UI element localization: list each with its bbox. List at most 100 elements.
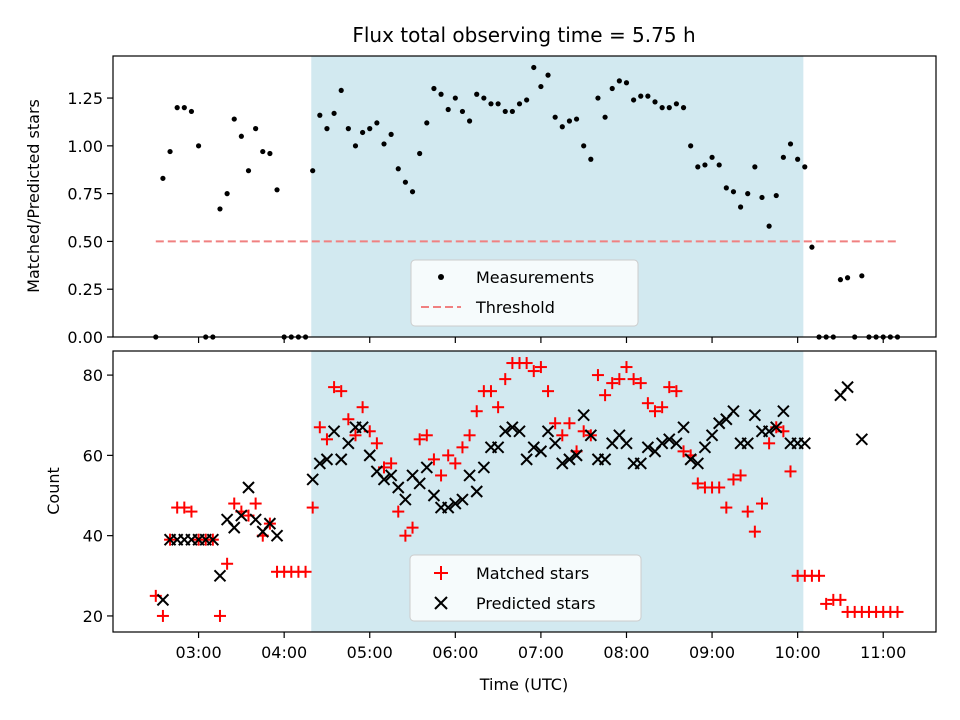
matched-star-point [306,501,319,514]
measurement-point [317,112,323,118]
legend-matched-label: Matched stars [476,564,589,583]
x-tick-label: 09:00 [689,643,735,662]
predicted-star-point [441,501,455,514]
top-y-tick-label: 0.75 [67,185,103,204]
predicted-star-point [727,405,740,418]
matched-star-point [713,481,726,494]
matched-star-point [606,377,619,390]
predicted-star-point [762,425,776,438]
x-axis-label: Time (UTC) [479,675,568,694]
predicted-star-point [712,417,726,430]
matched-star-point [449,457,462,470]
measurement-point [267,150,273,157]
predicted-star-point [655,437,669,450]
matched-star-point [406,521,419,534]
predicted-star-point [634,457,647,470]
measurement-point [459,108,466,115]
matched-star-point [613,373,626,386]
predicted-star-point [691,457,705,470]
measurement-point [745,191,751,197]
matched-star-point [435,469,448,482]
legend-measurements-label: Measurements [476,268,594,287]
matched-star-point [627,373,640,386]
legend-matched-marker [434,566,448,580]
x-tick-label: 08:00 [603,643,649,662]
matched-star-point [228,497,241,510]
predicted-star-point [748,409,762,422]
measurement-point [188,108,195,115]
predicted-star-point [249,513,262,526]
matched-star-point [534,361,547,374]
bottom-y-axis-label: Count [44,467,63,515]
measurement-point [688,143,694,149]
predicted-star-point [156,593,170,607]
predicted-star-point [513,425,526,438]
matched-star-point [492,401,505,414]
predicted-star-point [356,421,369,434]
predicted-star-point [570,449,583,462]
bottom-y-tick-label: 60 [83,446,103,465]
predicted-star-point [470,485,483,498]
predicted-star-point [213,569,227,583]
top-y-tick-label: 0.25 [67,280,103,299]
predicted-star-point [663,433,676,446]
measurement-point [381,141,387,147]
matched-star-point [813,569,826,582]
measurement-point [602,114,608,120]
predicted-star-point [306,473,319,486]
top-y-ticks: 0.00 0.25 0.50 0.75 1.00 1.25 [67,89,113,347]
measurement-point [181,105,187,111]
matched-star-point [463,429,476,442]
matched-star-point [549,417,562,430]
matched-star-point [442,449,455,462]
predicted-star-point [841,380,854,394]
matched-star-point [834,593,847,606]
measurement-point [709,154,715,160]
measurement-point [595,95,601,101]
predicted-star-point [342,437,355,450]
legend-measurement-marker [438,274,444,280]
measurement-point [844,275,851,281]
predicted-star-point [242,481,255,494]
measurement-point [352,143,359,149]
matched-star-point [527,365,540,378]
matched-stars-points [149,357,904,622]
measurement-point [474,91,480,97]
measurement-point [374,120,380,126]
predicted-star-point [777,405,790,418]
matched-star-point [634,377,647,390]
predicted-star-point [399,493,412,506]
predicted-star-point [420,461,434,474]
measurement-point [545,72,551,78]
matched-star-point [748,525,761,538]
predicted-star-point [541,425,555,438]
matched-star-point [563,417,576,430]
predicted-star-point [463,469,476,482]
predicted-star-point [741,437,754,450]
measurement-point [538,83,544,90]
measurement-point [645,93,651,99]
predicted-star-point [320,453,334,466]
bottom-x-ticks: 03:00 04:00 05:00 06:00 07:00 08:00 09:00 10:00… [176,632,906,662]
measurement-point [245,168,252,174]
predicted-star-point [670,437,683,450]
measurement-point [345,126,351,132]
predicted-star-point [705,429,719,442]
measurement-point [481,95,487,101]
matched-star-point [356,401,369,414]
measurement-point [802,164,808,170]
top-y-tick-label: 1.00 [67,137,103,156]
measurement-point [431,85,437,92]
measurement-point [566,118,573,124]
matched-star-point [741,505,754,518]
predicted-star-point [456,493,469,506]
measurement-point [452,95,458,101]
top-y-tick-label: 0.50 [67,232,103,251]
matched-star-point [328,381,341,394]
predicted-star-point [206,533,220,546]
measurement-point [509,108,515,115]
measurement-point [402,179,409,185]
measurement-point [217,206,223,212]
measurement-point [531,64,537,71]
